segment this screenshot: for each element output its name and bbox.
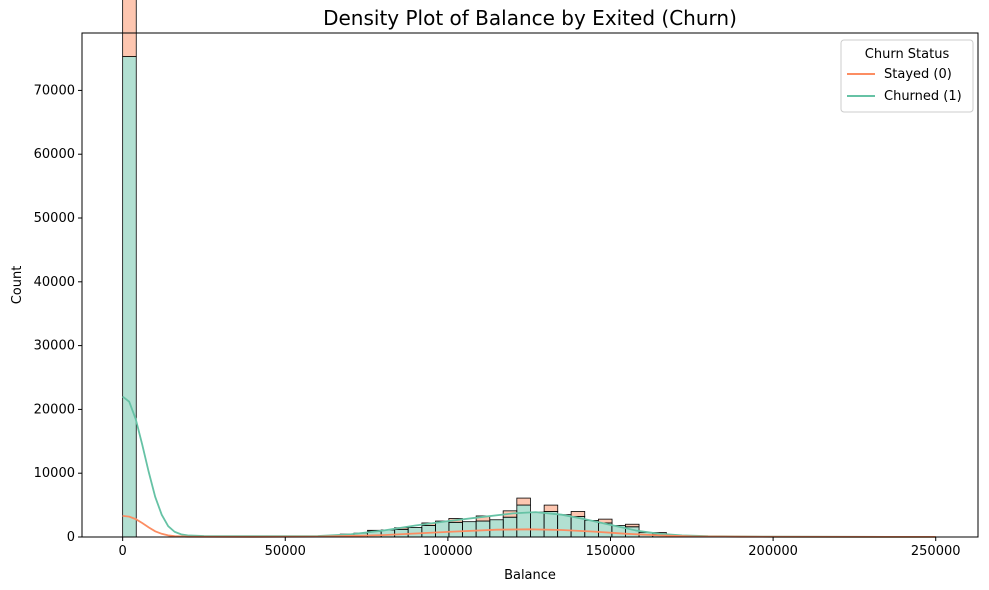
y-tick-label: 10000 bbox=[34, 466, 75, 481]
hist-bar-churned bbox=[462, 521, 477, 538]
hist-bar-churned bbox=[557, 514, 572, 538]
x-ticks: 0 50000 100000 150000 200000 250000 bbox=[119, 537, 961, 559]
kde-line-churned bbox=[122, 395, 936, 538]
x-tick-label: 250000 bbox=[911, 544, 961, 559]
legend-box bbox=[840, 39, 974, 113]
y-tick-label: 20000 bbox=[34, 402, 75, 417]
hist-bar-churned bbox=[122, 56, 137, 538]
hist-bar-churned bbox=[448, 521, 463, 538]
y-tick-label: 50000 bbox=[34, 211, 75, 226]
y-tick-label: 70000 bbox=[34, 83, 75, 98]
plot-area-frame bbox=[81, 32, 979, 538]
y-tick-label: 40000 bbox=[34, 275, 75, 290]
legend-label-stayed: Stayed (0) bbox=[884, 67, 952, 82]
x-axis-label: Balance bbox=[504, 568, 556, 583]
hist-bar-churned bbox=[584, 520, 599, 538]
legend-title: Churn Status bbox=[865, 47, 950, 62]
legend-label-churned: Churned (1) bbox=[884, 89, 962, 104]
hist-bar-stayed bbox=[122, 0, 137, 58]
chart-title: Density Plot of Balance by Exited (Churn… bbox=[323, 6, 737, 30]
hist-bar-stayed bbox=[625, 523, 640, 528]
hist-bar-stayed bbox=[543, 504, 559, 512]
x-tick-label: 0 bbox=[119, 544, 127, 559]
hist-bar-churned bbox=[516, 504, 531, 538]
hist-bar-stayed bbox=[516, 497, 531, 506]
x-tick-label: 50000 bbox=[265, 544, 306, 559]
y-tick-label: 60000 bbox=[34, 147, 75, 162]
hist-bar-stayed bbox=[570, 511, 586, 517]
y-ticks: 0 10000 20000 30000 40000 50000 60000 70000 bbox=[34, 83, 82, 545]
hist-bar-churned bbox=[421, 525, 436, 538]
x-tick-label: 150000 bbox=[586, 544, 636, 559]
hist-bar-churned bbox=[407, 527, 423, 538]
hist-bar-churned bbox=[489, 519, 504, 538]
hist-bar-churned bbox=[530, 511, 545, 538]
x-tick-label: 100000 bbox=[423, 544, 473, 559]
hist-bar-churned bbox=[502, 516, 518, 538]
y-tick-label: 0 bbox=[67, 530, 75, 545]
hist-bar-churned bbox=[475, 520, 491, 538]
hist-bar-churned bbox=[543, 511, 559, 538]
y-axis-label: Count bbox=[10, 266, 25, 305]
hist-bar-churned bbox=[435, 520, 450, 538]
x-tick-label: 200000 bbox=[748, 544, 798, 559]
y-tick-label: 30000 bbox=[34, 339, 75, 354]
legend: Churn Status Stayed (0) Churned (1) bbox=[840, 39, 974, 113]
